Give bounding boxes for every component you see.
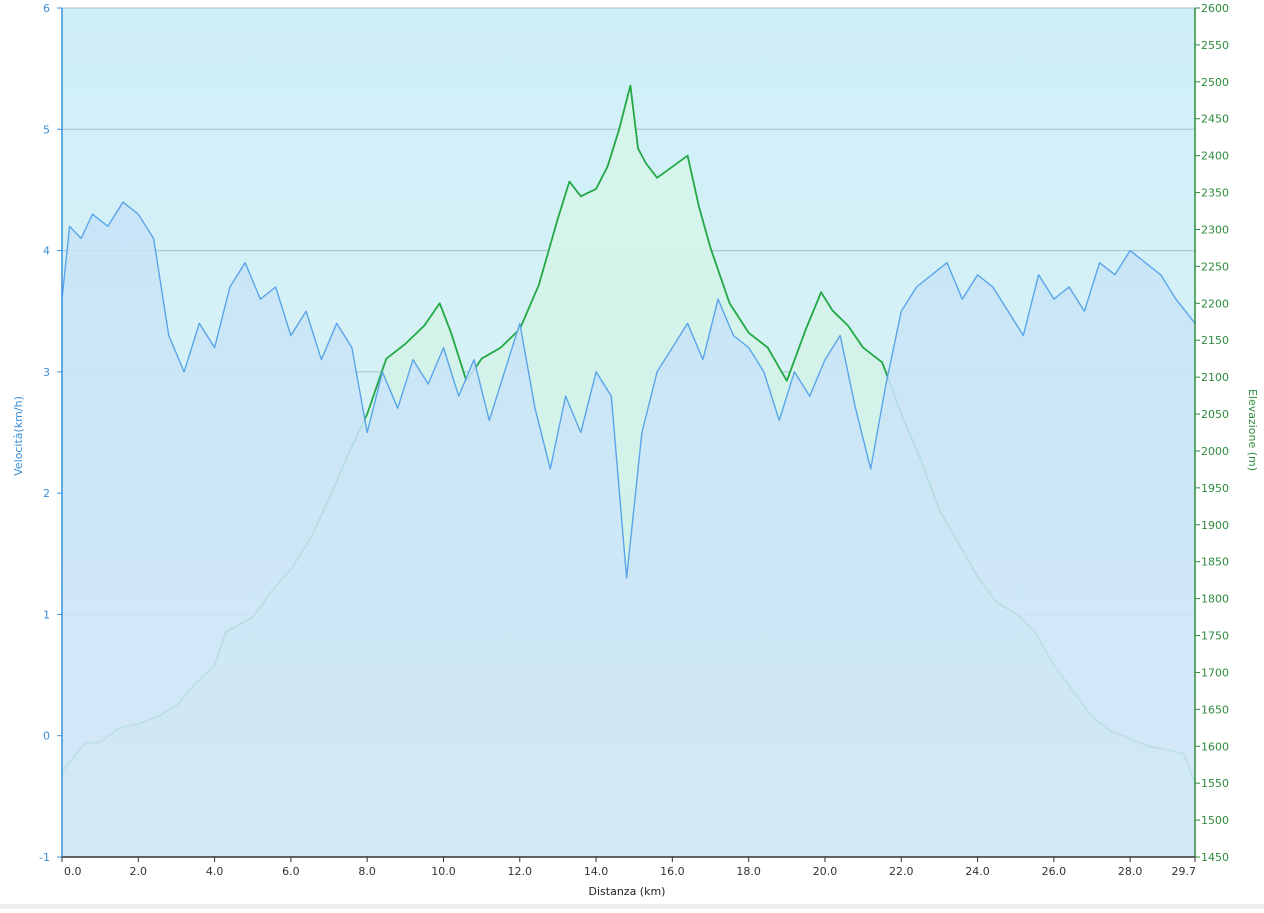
y-right-tick-label: 1700 bbox=[1201, 666, 1229, 679]
y-right-tick-label: 2600 bbox=[1201, 2, 1229, 15]
bottom-strip bbox=[0, 904, 1264, 909]
y-right-tick-label: 2500 bbox=[1201, 76, 1229, 89]
y-left-tick-label: 2 bbox=[43, 487, 50, 500]
x-tick-label: 14.0 bbox=[584, 865, 609, 878]
y-left-tick-label: -1 bbox=[39, 851, 50, 864]
y-right-tick-label: 2200 bbox=[1201, 297, 1229, 310]
y-right-tick-label: 2050 bbox=[1201, 408, 1229, 421]
y-left-tick-label: 1 bbox=[43, 608, 50, 621]
x-tick-label: 26.0 bbox=[1042, 865, 1067, 878]
y-left-axis-title: Velocità(km/h) bbox=[12, 396, 25, 476]
x-tick-label: 4.0 bbox=[206, 865, 224, 878]
y-right-tick-label: 2550 bbox=[1201, 39, 1229, 52]
y-right-tick-label: 2150 bbox=[1201, 334, 1229, 347]
x-tick-label: 10.0 bbox=[431, 865, 456, 878]
y-right-tick-label: 1650 bbox=[1201, 703, 1229, 716]
y-right-tick-label: 1850 bbox=[1201, 556, 1229, 569]
y-right-tick-label: 1900 bbox=[1201, 519, 1229, 532]
x-tick-label: 24.0 bbox=[965, 865, 990, 878]
y-left-tick-label: 5 bbox=[43, 123, 50, 136]
y-right-tick-label: 2000 bbox=[1201, 445, 1229, 458]
x-tick-label: 22.0 bbox=[889, 865, 914, 878]
x-tick-label: 0.0 bbox=[64, 865, 82, 878]
y-right-tick-label: 2100 bbox=[1201, 371, 1229, 384]
y-right-tick-label: 2300 bbox=[1201, 223, 1229, 236]
y-right-axis-title: Elevazione (m) bbox=[1246, 389, 1259, 471]
x-axis-title: Distanza (km) bbox=[589, 885, 666, 898]
y-right-tick-label: 1600 bbox=[1201, 740, 1229, 753]
y-right-tick-label: 1450 bbox=[1201, 851, 1229, 864]
x-tick-label: 2.0 bbox=[130, 865, 148, 878]
x-tick-label: 6.0 bbox=[282, 865, 300, 878]
y-left-tick-label: 4 bbox=[43, 245, 50, 258]
y-right-tick-label: 2400 bbox=[1201, 150, 1229, 163]
y-left-tick-label: 6 bbox=[43, 2, 50, 15]
x-tick-label: 8.0 bbox=[358, 865, 376, 878]
y-right-tick-label: 1800 bbox=[1201, 593, 1229, 606]
x-tick-label: 29.7 bbox=[1172, 865, 1197, 878]
y-right-tick-label: 2250 bbox=[1201, 260, 1229, 273]
y-right-tick-label: 1750 bbox=[1201, 630, 1229, 643]
y-right-tick-label: 2450 bbox=[1201, 113, 1229, 126]
x-tick-label: 18.0 bbox=[736, 865, 761, 878]
y-left-tick-label: 3 bbox=[43, 366, 50, 379]
x-tick-label: 16.0 bbox=[660, 865, 685, 878]
y-right-tick-label: 1950 bbox=[1201, 482, 1229, 495]
y-right-tick-label: 1500 bbox=[1201, 814, 1229, 827]
x-tick-label: 12.0 bbox=[508, 865, 533, 878]
y-right-tick-label: 2350 bbox=[1201, 187, 1229, 200]
x-tick-label: 20.0 bbox=[813, 865, 838, 878]
y-left-tick-label: 0 bbox=[43, 730, 50, 743]
y-right-tick-label: 1550 bbox=[1201, 777, 1229, 790]
x-tick-label: 28.0 bbox=[1118, 865, 1143, 878]
